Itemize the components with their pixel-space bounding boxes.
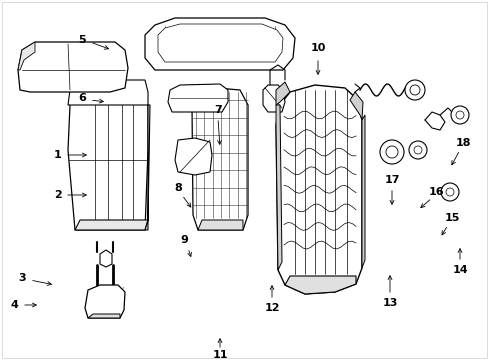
Text: 9: 9 <box>180 235 187 245</box>
Polygon shape <box>85 285 125 318</box>
Text: 12: 12 <box>264 303 279 313</box>
Circle shape <box>413 146 421 154</box>
Circle shape <box>379 140 403 164</box>
Text: 10: 10 <box>310 43 325 53</box>
Polygon shape <box>263 85 285 112</box>
Polygon shape <box>145 105 150 230</box>
Text: 5: 5 <box>78 35 85 45</box>
Polygon shape <box>18 42 35 70</box>
Polygon shape <box>361 115 364 268</box>
Text: 17: 17 <box>384 175 399 185</box>
Circle shape <box>450 106 468 124</box>
Text: 1: 1 <box>54 150 62 160</box>
Polygon shape <box>285 276 355 294</box>
Polygon shape <box>145 18 294 70</box>
Polygon shape <box>88 314 120 318</box>
Text: 2: 2 <box>54 190 62 200</box>
Polygon shape <box>68 88 148 230</box>
Circle shape <box>440 183 458 201</box>
Circle shape <box>445 188 453 196</box>
Circle shape <box>408 141 426 159</box>
Text: 6: 6 <box>78 93 86 103</box>
Polygon shape <box>68 80 148 105</box>
Polygon shape <box>192 88 247 230</box>
Circle shape <box>455 111 463 119</box>
Text: 13: 13 <box>382 298 397 308</box>
Text: 3: 3 <box>18 273 26 283</box>
Polygon shape <box>275 82 289 105</box>
Polygon shape <box>198 220 243 230</box>
Circle shape <box>409 85 419 95</box>
Circle shape <box>404 80 424 100</box>
Text: 16: 16 <box>427 187 443 197</box>
Text: 11: 11 <box>212 350 227 360</box>
Polygon shape <box>75 220 148 230</box>
Text: 14: 14 <box>451 265 467 275</box>
Polygon shape <box>349 92 362 120</box>
Text: 7: 7 <box>214 105 222 115</box>
Text: 4: 4 <box>10 300 18 310</box>
Text: 15: 15 <box>444 213 459 223</box>
Polygon shape <box>158 24 283 62</box>
Polygon shape <box>100 250 112 267</box>
Circle shape <box>385 146 397 158</box>
Polygon shape <box>18 42 128 92</box>
Polygon shape <box>175 138 212 175</box>
Polygon shape <box>275 105 282 270</box>
Polygon shape <box>275 85 361 294</box>
Text: 18: 18 <box>454 138 470 148</box>
Text: 8: 8 <box>174 183 182 193</box>
Polygon shape <box>168 84 227 112</box>
